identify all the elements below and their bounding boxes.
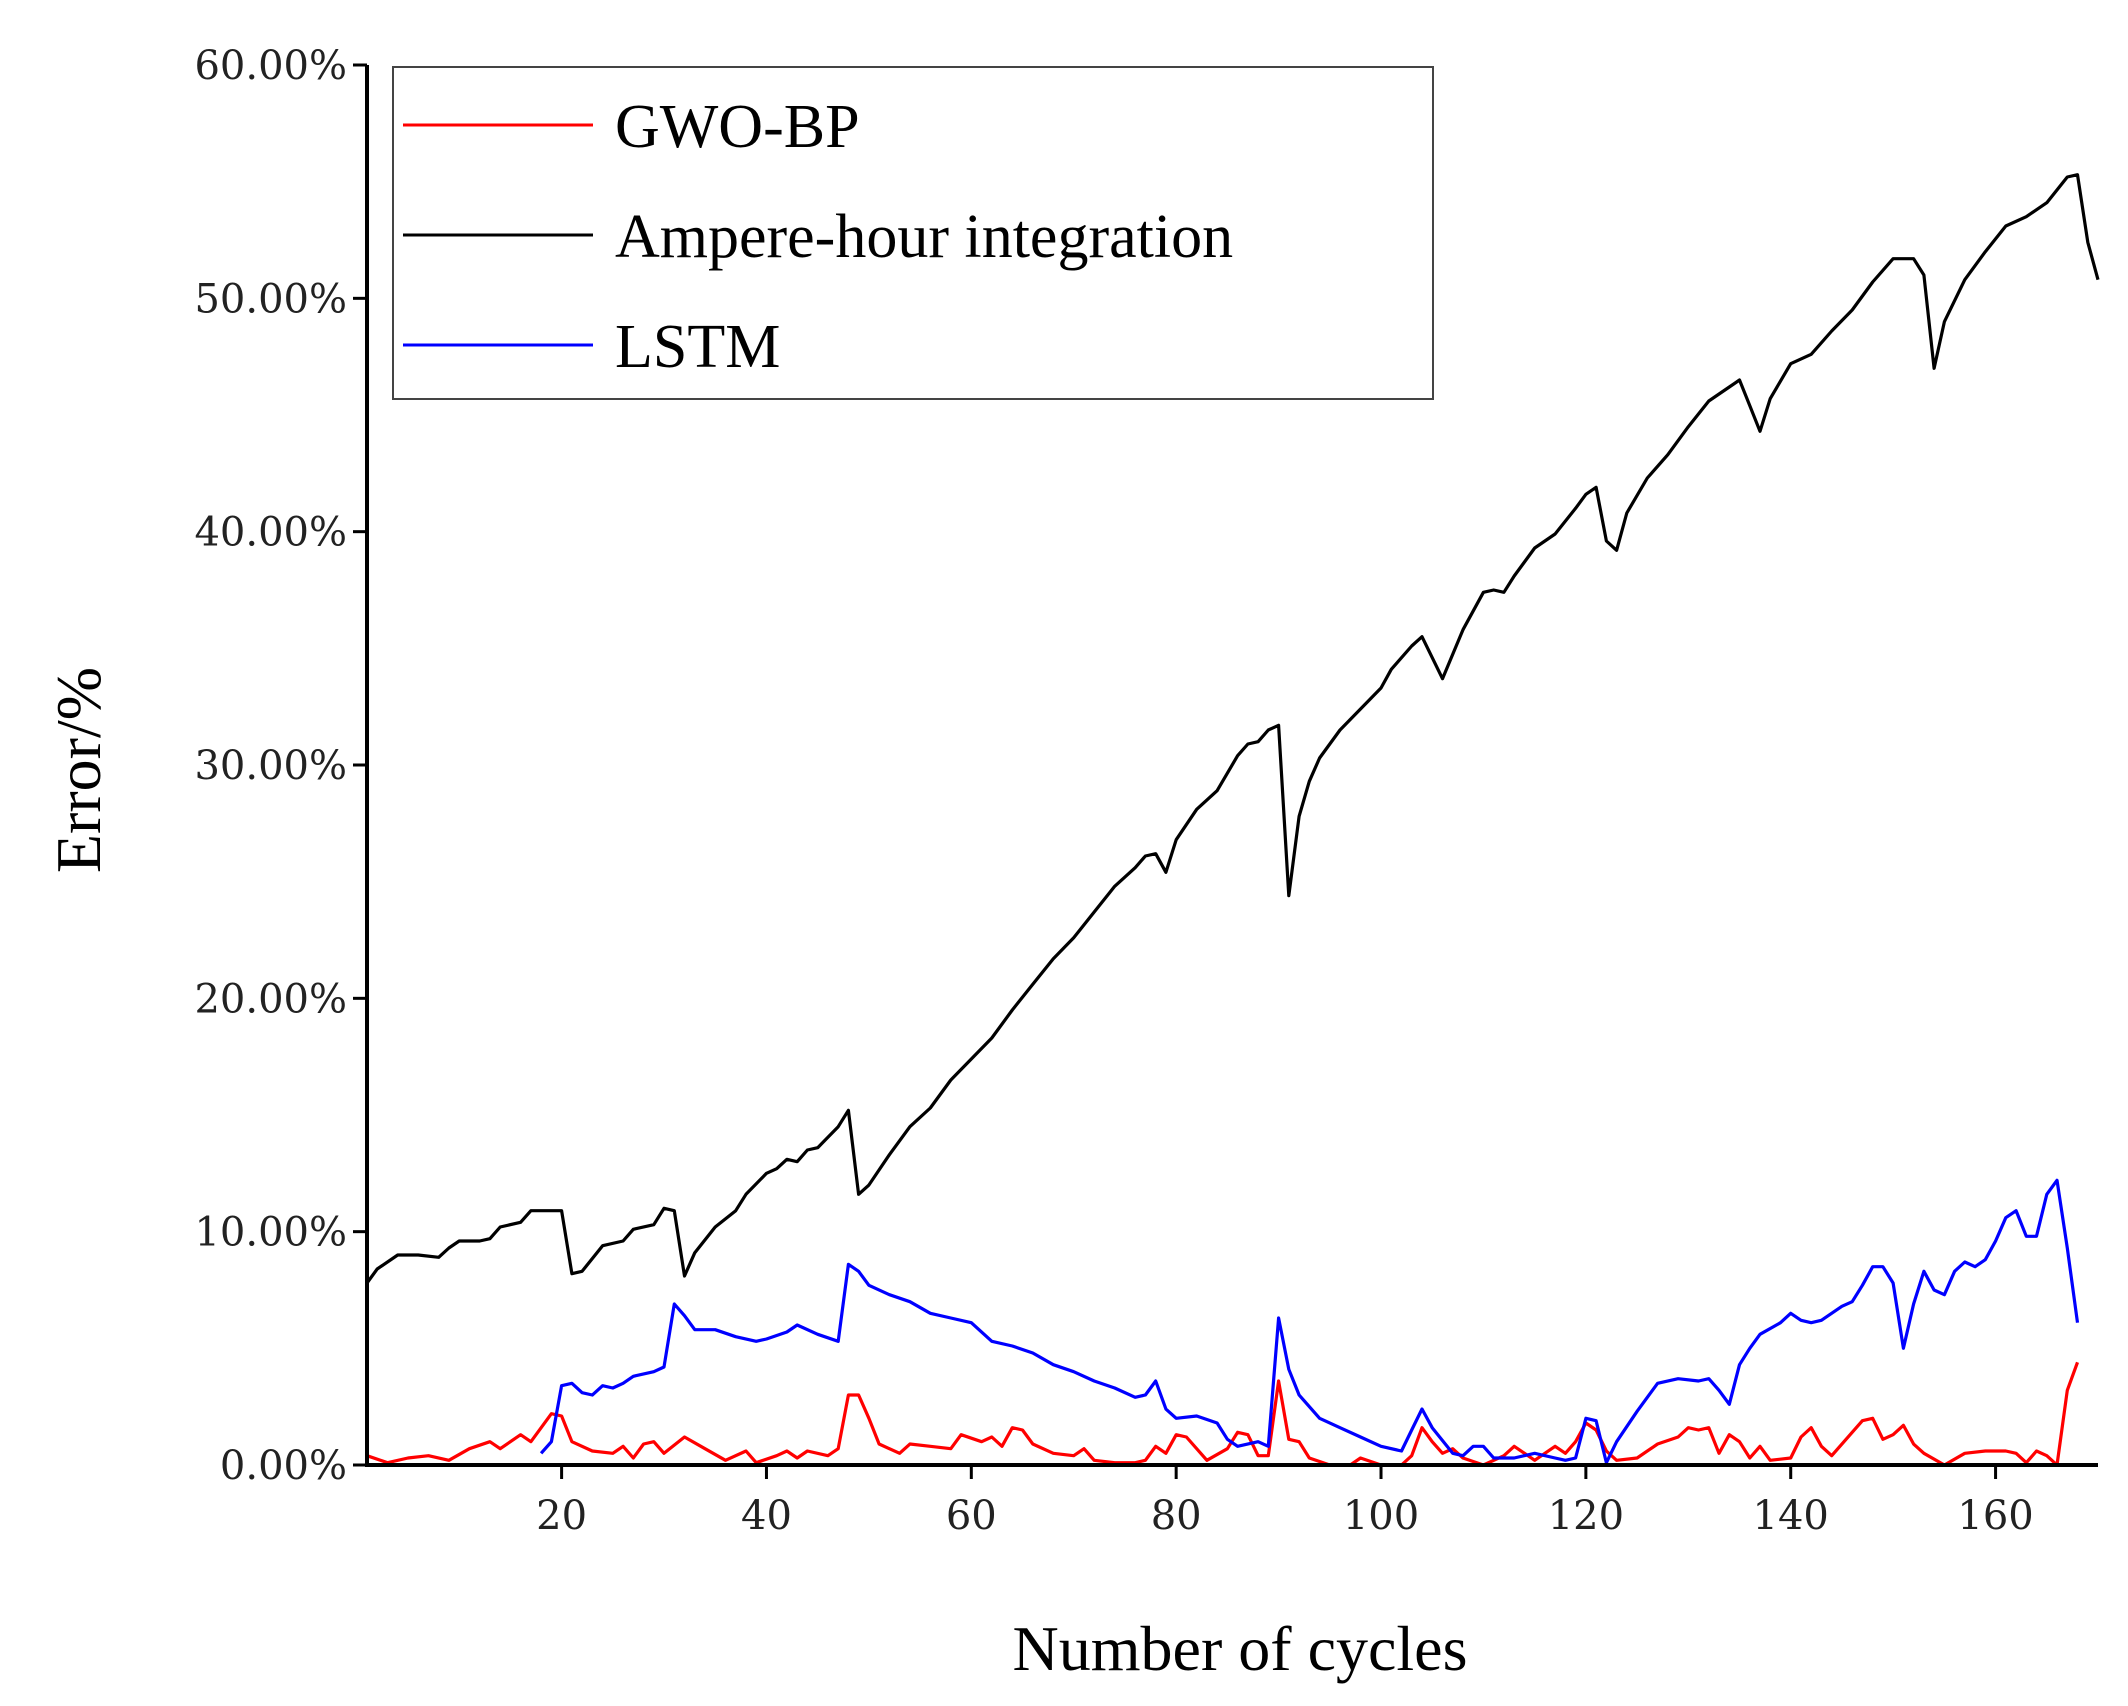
series-line-ampere-hour-integration xyxy=(365,173,2100,1284)
legend: GWO-BP Ampere-hour integration LSTM xyxy=(392,66,1434,400)
x-axis-title: Number of cycles xyxy=(1013,1613,1468,1684)
x-tick-label: 80 xyxy=(1151,1493,1202,1539)
x-tick-label: 160 xyxy=(1957,1493,2033,1539)
x-tick-label: 140 xyxy=(1753,1493,1829,1539)
y-tick-label: 60.00% xyxy=(194,43,347,89)
y-tick-label: 20.00% xyxy=(194,976,347,1022)
legend-label-lstm: LSTM xyxy=(615,313,780,381)
y-tick-label: 30.00% xyxy=(194,743,347,789)
series-line-gwo-bp xyxy=(366,1361,2080,1467)
series-line-lstm xyxy=(539,1178,2080,1465)
x-axis-ticks: 20 40 60 80 100 120 140 160 xyxy=(536,1465,2034,1539)
x-tick-label: 100 xyxy=(1343,1493,1419,1539)
y-tick-label: 0.00% xyxy=(220,1443,347,1489)
y-tick-label: 40.00% xyxy=(194,510,347,556)
y-tick-label: 10.00% xyxy=(194,1210,347,1256)
y-axis-ticks: 0.00% 10.00% 20.00% 30.00% 40.00% 50.00% 60.00… xyxy=(194,43,367,1489)
legend-label-ampere-hour: Ampere-hour integration xyxy=(615,203,1233,271)
x-tick-label: 120 xyxy=(1548,1493,1624,1539)
plot-area: 0.00% 10.00% 20.00% 30.00% 40.00% 50.00% 60.00… xyxy=(194,43,2100,1539)
x-tick-label: 20 xyxy=(536,1493,587,1539)
series-lines xyxy=(365,173,2100,1467)
y-axis-title: Error/% xyxy=(43,667,114,873)
x-tick-label: 40 xyxy=(741,1493,792,1539)
legend-label-gwo-bp: GWO-BP xyxy=(615,93,860,161)
x-tick-label: 60 xyxy=(946,1493,997,1539)
y-tick-label: 50.00% xyxy=(194,276,347,322)
